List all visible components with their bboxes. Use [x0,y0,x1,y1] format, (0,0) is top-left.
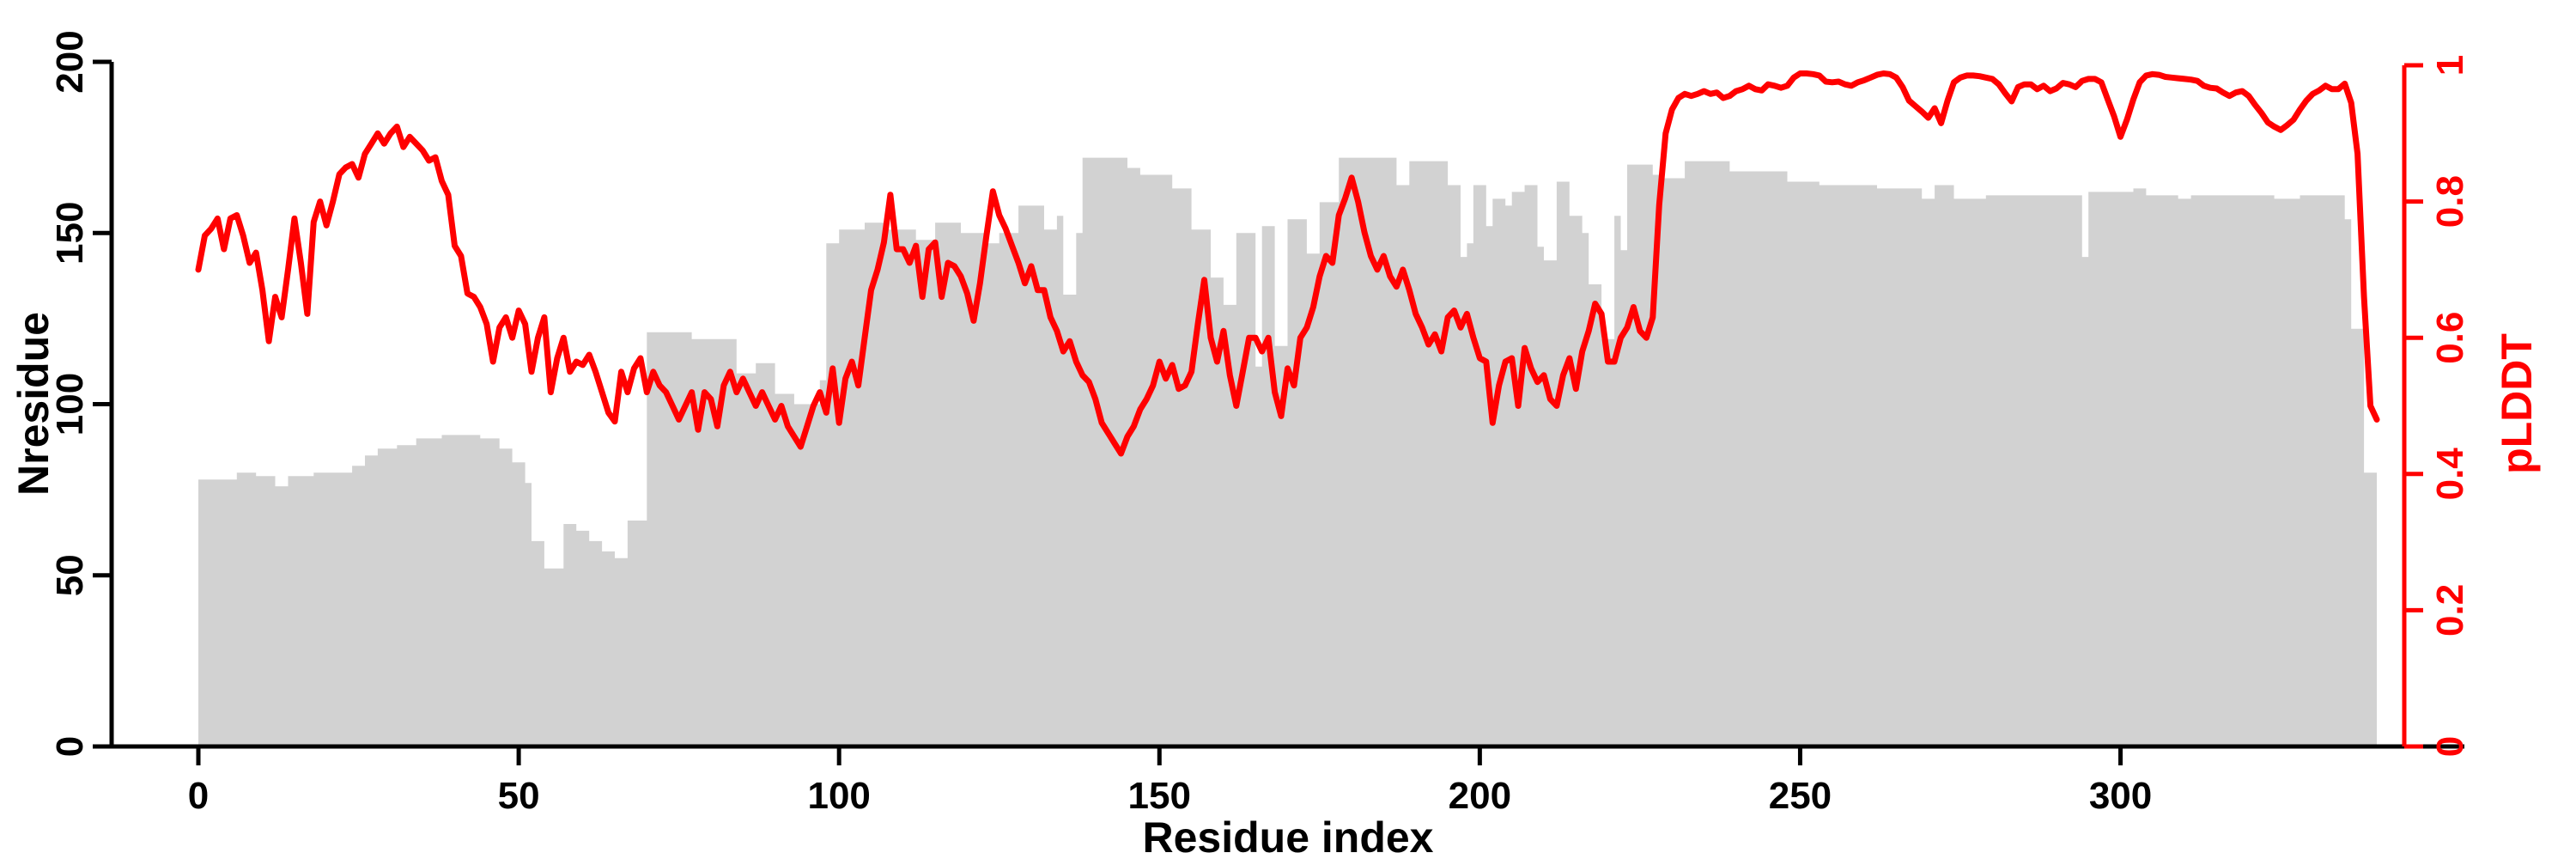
y-left-tick-label: 200 [49,30,91,93]
x-tick-label: 50 [498,775,540,817]
y-axis-label-left: Nresidue [9,312,58,496]
x-tick-label: 250 [1769,775,1832,817]
y-left-tick-label: 50 [49,554,91,596]
y-right-tick-label: 1 [2429,55,2471,76]
x-tick-label: 100 [807,775,870,817]
x-tick-label: 200 [1449,775,1511,817]
plddt-line-series [195,70,2380,457]
x-tick-label: 300 [2089,775,2152,817]
nresidue-area-series [198,157,2377,747]
x-axis-label: Residue index [1143,813,1434,859]
y-right-tick-label: 0.6 [2429,312,2471,364]
y-axis-label-right: pLDDT [2493,333,2541,474]
y-right-tick-label: 0.8 [2429,175,2471,228]
plddt-line-path [195,70,2380,457]
tick-marks-and-labels: 0 50 100 150 200 250 300 0 50 100 150 200 0 0.2 0.4 0.6… [49,30,2471,817]
y-left-tick-label: 150 [49,202,91,265]
y-left-tick-label: 0 [49,736,91,757]
x-tick-label: 0 [188,775,209,817]
nresidue-area-path [198,157,2377,747]
y-right-tick-label: 0.2 [2429,584,2471,637]
y-right-tick-label: 0 [2429,736,2471,757]
y-right-tick-label: 0.4 [2429,448,2471,501]
y-left-tick-label: 100 [49,373,91,436]
x-tick-label: 150 [1128,775,1191,817]
